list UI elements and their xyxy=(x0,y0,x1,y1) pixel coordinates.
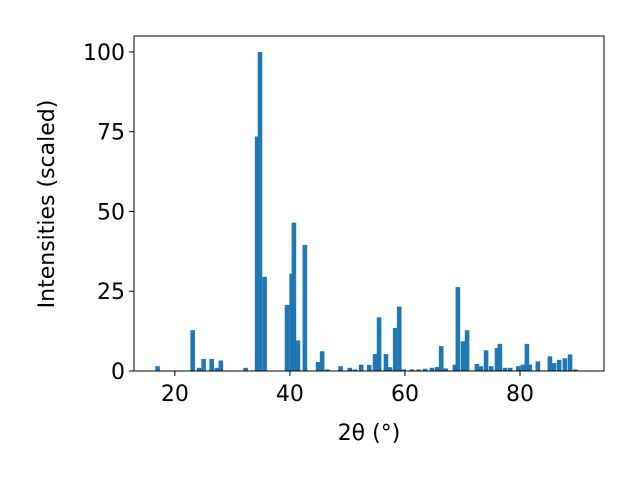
bar xyxy=(284,304,290,371)
bar xyxy=(262,276,267,371)
bar xyxy=(302,244,308,371)
bar xyxy=(507,367,513,371)
bar xyxy=(443,368,449,371)
bar xyxy=(376,317,382,371)
bar xyxy=(452,364,458,371)
bar xyxy=(295,340,301,371)
bar xyxy=(243,367,248,371)
bar xyxy=(218,360,224,371)
bar xyxy=(201,358,206,371)
y-tick-label: 25 xyxy=(97,280,125,305)
bar xyxy=(572,369,578,371)
bar xyxy=(547,356,553,371)
bar xyxy=(366,364,372,371)
bar xyxy=(396,306,402,371)
bar xyxy=(392,327,398,371)
bar xyxy=(502,367,508,371)
bar xyxy=(214,367,220,371)
bar xyxy=(324,369,330,371)
bar xyxy=(315,362,321,371)
x-tick-label: 60 xyxy=(391,382,419,407)
bar xyxy=(338,366,343,371)
bar xyxy=(190,330,195,371)
y-tick-label: 0 xyxy=(111,360,125,385)
bar xyxy=(497,343,503,371)
bar xyxy=(347,367,353,371)
bar xyxy=(422,368,428,371)
plot-frame xyxy=(133,35,605,372)
x-tick-label: 20 xyxy=(161,382,189,407)
bar xyxy=(434,366,440,371)
bar xyxy=(551,363,557,371)
bar xyxy=(520,364,526,371)
bar xyxy=(455,287,461,371)
bar xyxy=(524,343,530,371)
bar xyxy=(556,359,562,371)
bar xyxy=(289,273,294,371)
bar xyxy=(372,354,378,371)
bar xyxy=(254,136,260,371)
x-axis-label: 2θ (°) xyxy=(338,421,401,446)
bar xyxy=(401,369,407,371)
bar xyxy=(488,366,494,371)
bar xyxy=(429,367,435,371)
y-axis-label: Intensities (scaled) xyxy=(35,100,60,309)
bar xyxy=(464,330,470,371)
x-tick-label: 40 xyxy=(276,382,304,407)
y-tick-label: 75 xyxy=(97,121,125,146)
bar xyxy=(358,364,364,371)
bar xyxy=(409,369,415,371)
y-tick-label: 50 xyxy=(97,200,125,225)
bar xyxy=(515,366,521,371)
bar xyxy=(209,358,214,371)
bar xyxy=(438,346,444,371)
bar xyxy=(387,367,393,371)
bar xyxy=(257,51,263,371)
bar xyxy=(291,222,297,371)
bar xyxy=(319,351,325,371)
bar xyxy=(416,369,422,371)
bar xyxy=(352,369,358,371)
bar xyxy=(567,354,573,371)
bar xyxy=(535,361,541,371)
bar xyxy=(460,341,466,371)
bar xyxy=(383,354,389,371)
bar xyxy=(494,348,500,371)
y-tick-label: 100 xyxy=(83,41,125,66)
bar xyxy=(562,358,568,371)
bar xyxy=(196,367,202,371)
bar xyxy=(478,366,484,371)
x-tick-label: 80 xyxy=(506,382,534,407)
bar xyxy=(483,350,489,371)
bar xyxy=(474,363,480,371)
bar xyxy=(155,366,160,371)
bar xyxy=(527,364,533,371)
